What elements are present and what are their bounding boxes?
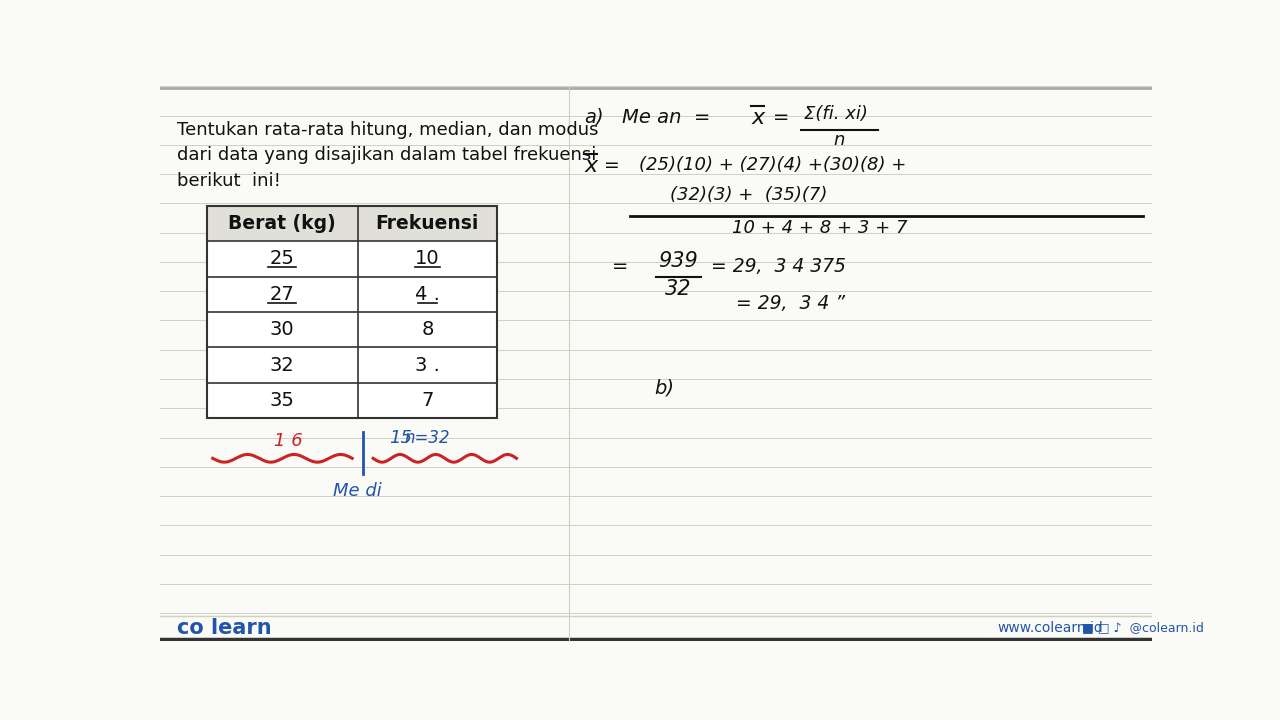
- Text: (32)(3) +  (35)(7): (32)(3) + (35)(7): [669, 186, 827, 204]
- Text: dari data yang disajikan dalam tabel frekuensi: dari data yang disajikan dalam tabel fre…: [177, 146, 596, 164]
- Bar: [206, 206, 497, 418]
- Text: 10 + 4 + 8 + 3 + 7: 10 + 4 + 8 + 3 + 7: [732, 219, 908, 237]
- Text: =: =: [612, 257, 628, 276]
- Text: (25)(10) + (27)(4) +(30)(8) +: (25)(10) + (27)(4) +(30)(8) +: [639, 156, 906, 174]
- Bar: [206, 206, 497, 418]
- Text: 27: 27: [270, 285, 294, 304]
- Text: co learn: co learn: [177, 618, 271, 638]
- Text: = 29,  3 4 375: = 29, 3 4 375: [710, 257, 846, 276]
- Text: 4 .: 4 .: [415, 285, 440, 304]
- Text: 15: 15: [389, 429, 412, 447]
- Text: 35: 35: [270, 391, 294, 410]
- Text: =: =: [603, 156, 620, 175]
- Text: a): a): [585, 108, 604, 127]
- Text: =: =: [773, 108, 790, 127]
- Text: n=32: n=32: [404, 429, 449, 447]
- Text: = 29,  3 4 ”: = 29, 3 4 ”: [736, 294, 845, 313]
- Text: 8: 8: [421, 320, 434, 339]
- Text: 939: 939: [658, 251, 698, 271]
- Text: 32: 32: [270, 356, 294, 374]
- Text: Tentukan rata-rata hitung, median, dan modus: Tentukan rata-rata hitung, median, dan m…: [177, 121, 599, 139]
- Text: Berat (kg): Berat (kg): [228, 214, 335, 233]
- Text: www.colearn.id: www.colearn.id: [997, 621, 1103, 635]
- Text: berikut  ini!: berikut ini!: [177, 172, 280, 190]
- Text: ■ □ ♪  @colearn.id: ■ □ ♪ @colearn.id: [1083, 621, 1204, 634]
- Text: Me di: Me di: [333, 482, 381, 500]
- Text: Me an  =: Me an =: [622, 108, 710, 127]
- Text: b): b): [654, 379, 675, 398]
- Text: 30: 30: [270, 320, 294, 339]
- Bar: [206, 206, 497, 241]
- Text: Frekuensi: Frekuensi: [376, 214, 479, 233]
- Text: 10: 10: [415, 249, 440, 269]
- Text: 1 6: 1 6: [274, 433, 302, 451]
- Text: 3 .: 3 .: [415, 356, 440, 374]
- Text: x: x: [585, 156, 598, 176]
- Text: 25: 25: [270, 249, 294, 269]
- Text: Σ(fi. xi): Σ(fi. xi): [804, 105, 868, 123]
- Text: 7: 7: [421, 391, 434, 410]
- Text: 32: 32: [664, 279, 691, 299]
- Text: n: n: [833, 131, 845, 149]
- Text: x: x: [751, 108, 764, 128]
